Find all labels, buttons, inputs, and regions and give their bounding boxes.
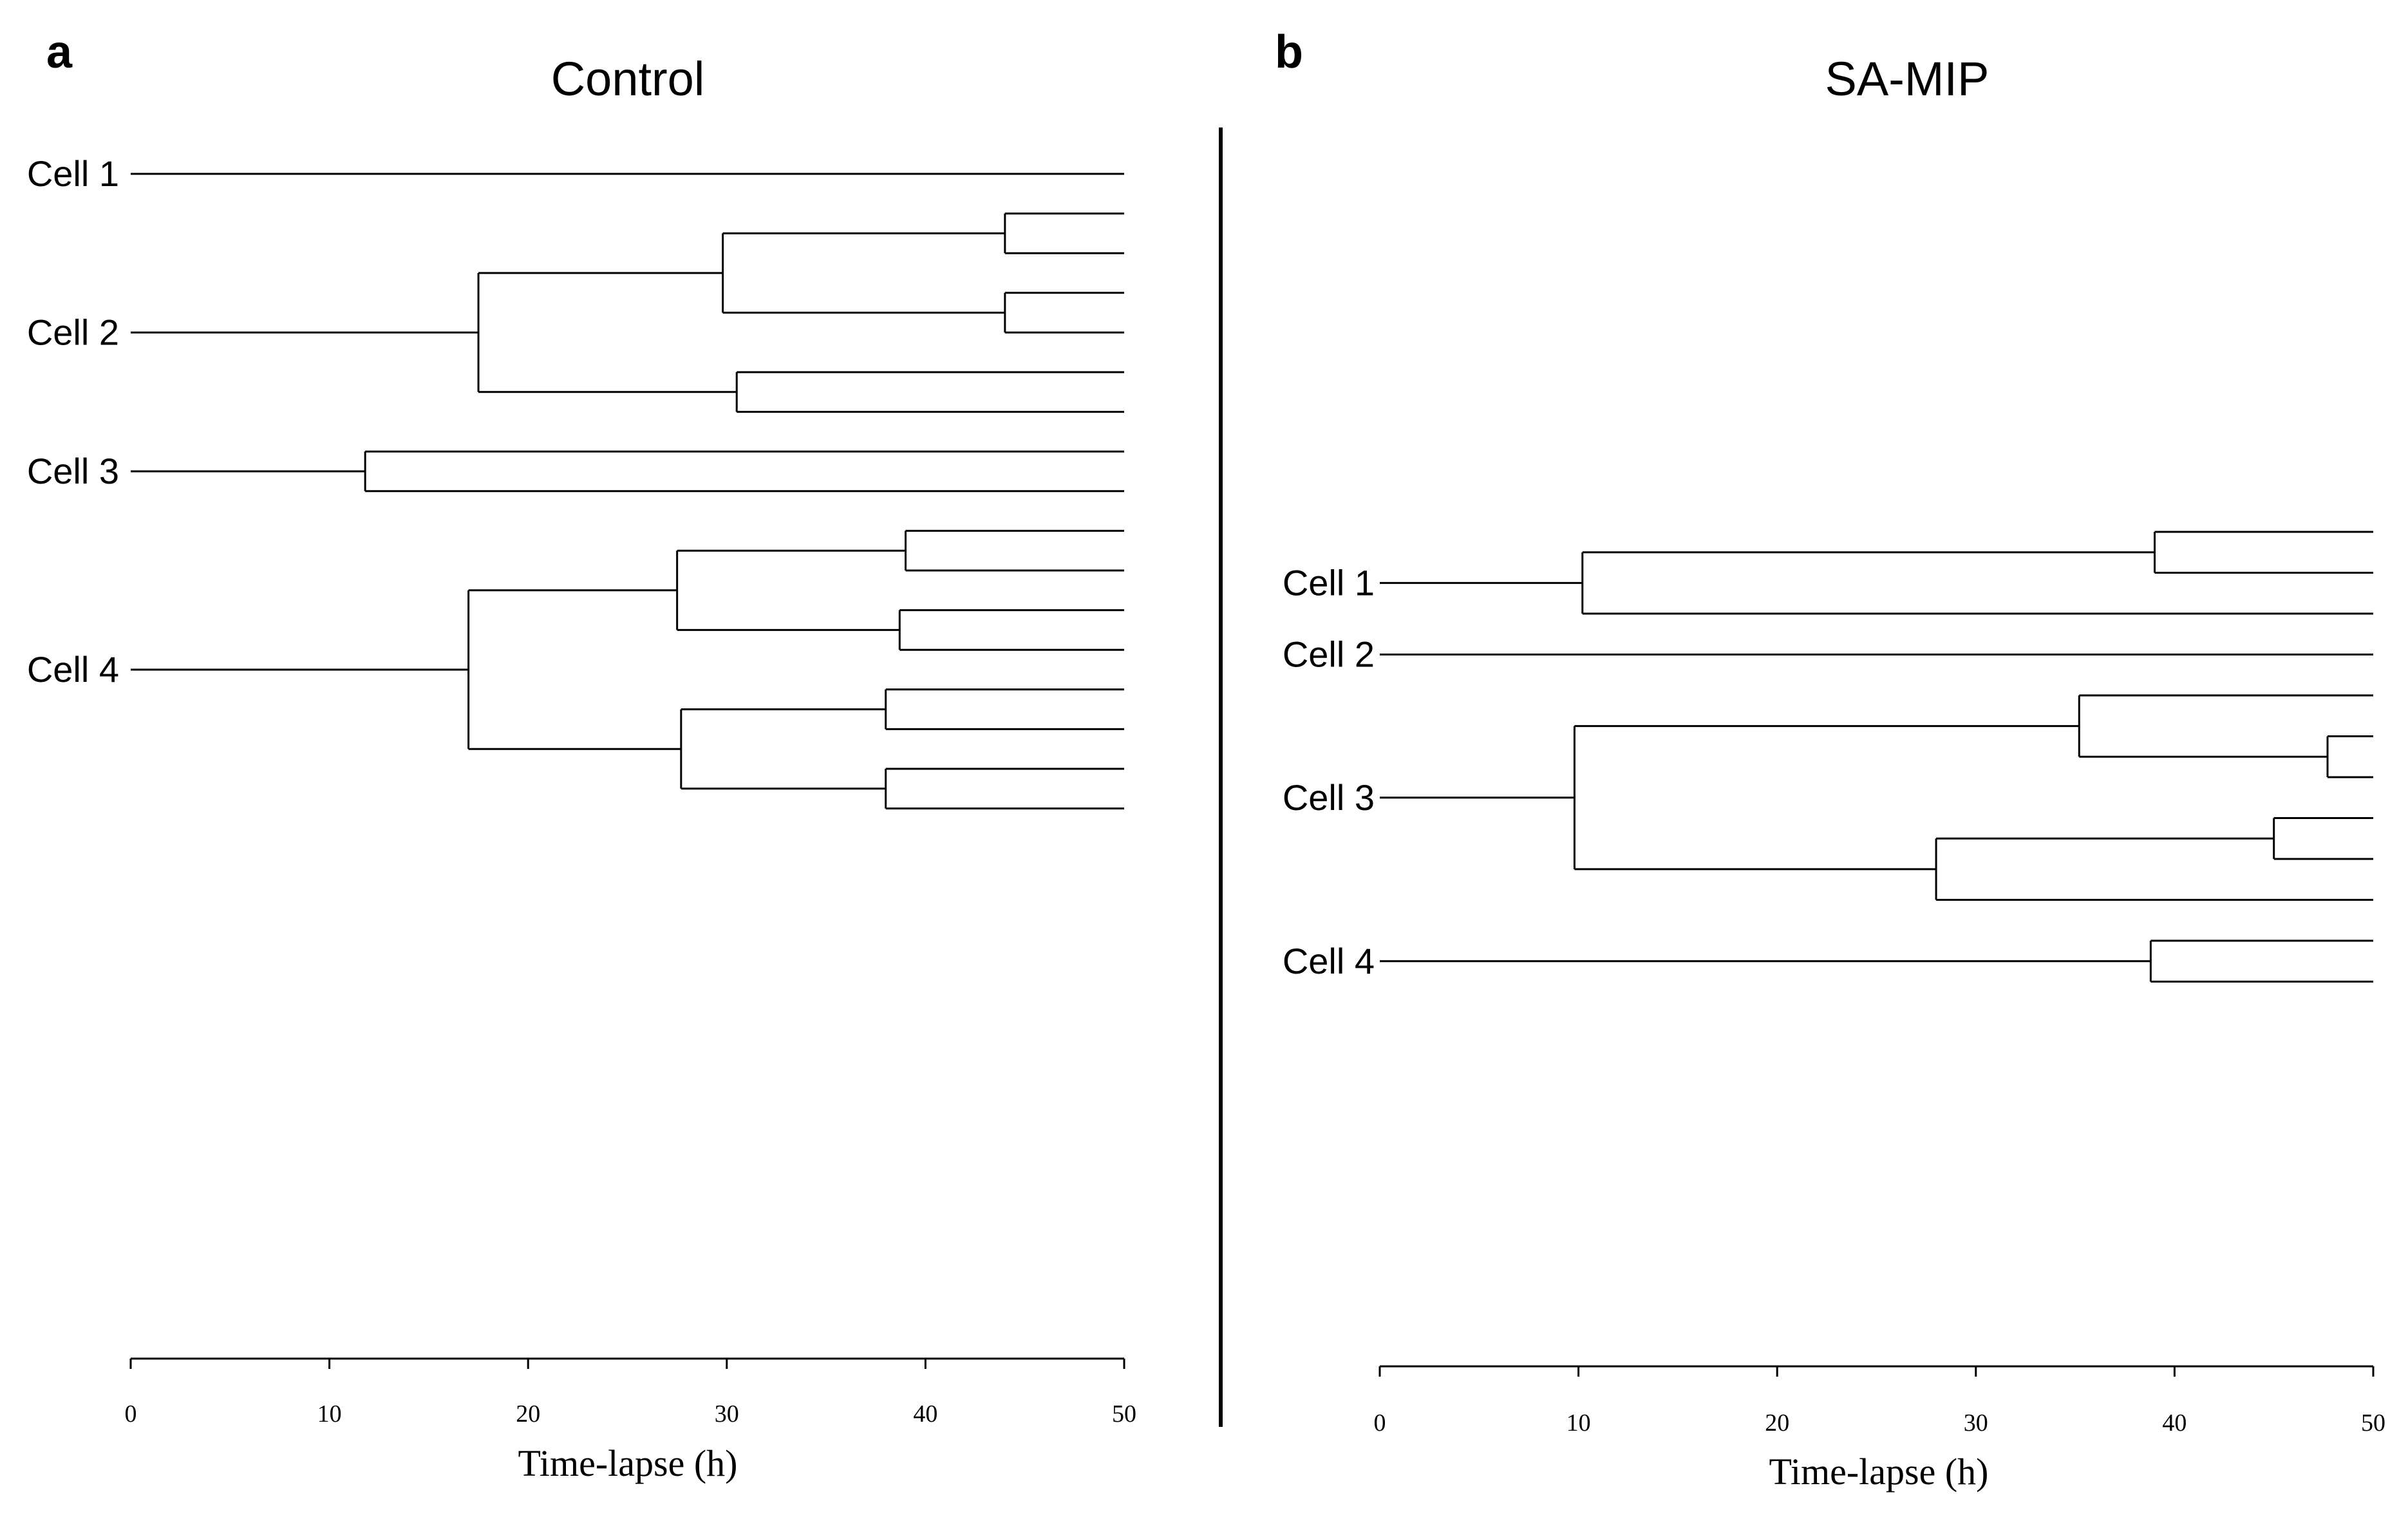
panel-title-control: Control — [551, 52, 705, 106]
cell-labels: Cell 1 Cell 2 Cell 3 Cell 4 — [1283, 562, 1375, 981]
x-tick-label: 40 — [2162, 1409, 2187, 1437]
cell-label: Cell 2 — [1283, 634, 1375, 675]
panel-sa-mip: b SA-MIP Cell 1 Cell 2 Cell 3 Cell 4 0 10 20 3… — [1275, 26, 2385, 1493]
lineage-tree — [131, 212, 1124, 413]
x-tick-label: 10 — [1566, 1409, 1591, 1437]
cell-label: Cell 3 — [27, 451, 119, 491]
x-tick-label: 0 — [125, 1400, 137, 1427]
lineage-tree — [131, 529, 1124, 810]
x-tick-label: 30 — [715, 1400, 739, 1427]
x-axis: 0 10 20 30 40 50 — [125, 1357, 1136, 1427]
x-tick-label: 30 — [1964, 1409, 1988, 1437]
cell-label: Cell 1 — [27, 153, 119, 194]
cell-label: Cell 1 — [1283, 562, 1375, 603]
panel-title-sa-mip: SA-MIP — [1825, 52, 1989, 106]
x-tick-label: 20 — [1765, 1409, 1789, 1437]
x-tick-label: 50 — [2361, 1409, 2385, 1437]
cell-label: Cell 4 — [1283, 941, 1375, 981]
cell-label: Cell 2 — [27, 312, 119, 352]
panel-letter-b: b — [1275, 26, 1303, 78]
x-axis: 0 10 20 30 40 50 — [1374, 1365, 2385, 1437]
cell-label: Cell 3 — [1283, 777, 1375, 818]
lineage-tree — [1380, 531, 2373, 615]
lineage-tree — [131, 450, 1124, 493]
x-axis-title: Time-lapse (h) — [518, 1442, 738, 1484]
x-tick-label: 0 — [1374, 1409, 1386, 1437]
panel-letter-a: a — [46, 26, 73, 78]
x-axis-title: Time-lapse (h) — [1769, 1451, 1989, 1493]
lineage-trees — [1380, 531, 2373, 983]
lineage-tree — [1380, 694, 2373, 901]
lineage-tree — [1380, 939, 2373, 983]
x-tick-label: 50 — [1112, 1400, 1136, 1427]
x-tick-label: 20 — [516, 1400, 540, 1427]
panel-control: a Control Cell 1 Cell 2 Cell 3 Cell 4 0 10 20… — [27, 26, 1136, 1484]
lineage-trees — [131, 173, 1124, 810]
x-tick-label: 10 — [317, 1400, 342, 1427]
cell-labels: Cell 1 Cell 2 Cell 3 Cell 4 — [27, 153, 119, 690]
x-tick-label: 40 — [913, 1400, 937, 1427]
cell-label: Cell 4 — [27, 649, 119, 690]
